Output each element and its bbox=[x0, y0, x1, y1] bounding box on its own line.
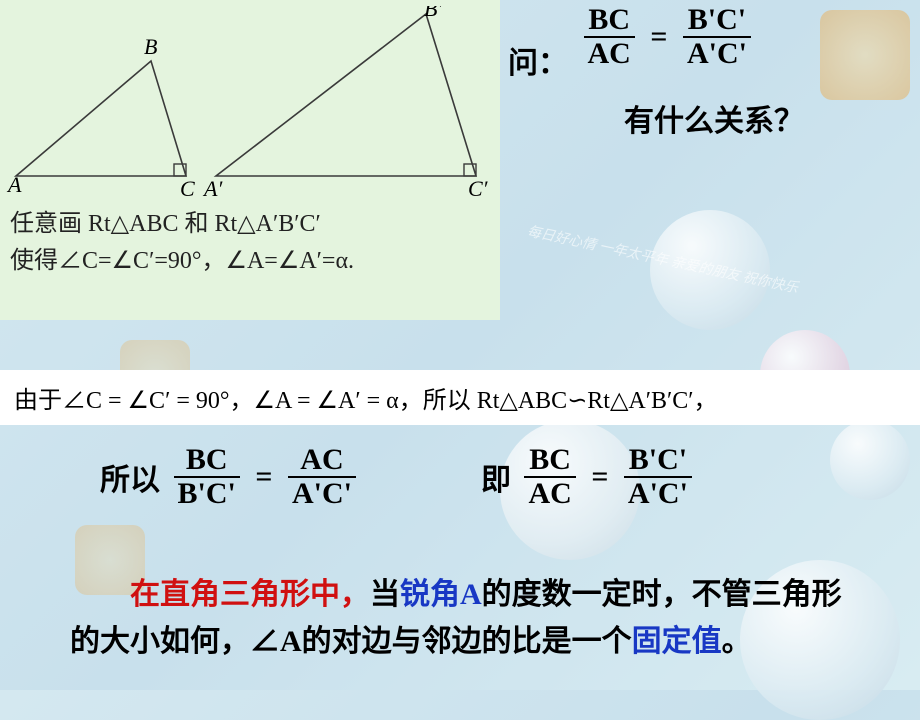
frac-denominator: A'C' bbox=[288, 476, 356, 510]
conclusion-red: 在直角三角形中， bbox=[130, 578, 370, 611]
figure-caption-line: 使得∠C=∠C′=90°，∠A=∠A′=α. bbox=[10, 243, 494, 280]
frac-denominator: AC bbox=[584, 36, 635, 70]
frac-numerator: BC bbox=[174, 444, 240, 476]
question-follow: 有什么关系？ bbox=[624, 96, 804, 140]
frac-denominator: A'C' bbox=[683, 36, 751, 70]
decor-stamp bbox=[820, 10, 910, 100]
equals-sign: = bbox=[642, 20, 675, 54]
lead-text: 即 bbox=[481, 455, 511, 499]
frac-numerator: BC bbox=[524, 444, 575, 476]
svg-text:C: C bbox=[180, 176, 195, 201]
frac-denominator: A'C' bbox=[624, 476, 692, 510]
figure-caption-line: 任意画 Rt△ABC 和 Rt△A′B′C′ bbox=[10, 206, 494, 243]
svg-text:C′: C′ bbox=[468, 176, 489, 201]
conclusion-blue: 锐角A bbox=[400, 578, 482, 611]
equals-sign: = bbox=[247, 460, 280, 494]
triangles-figure: A C B A′ C′ B′ 任意画 Rt△ABC 和 Rt△A′B′C′ 使得… bbox=[0, 0, 500, 320]
frac-numerator: B'C' bbox=[624, 444, 692, 476]
lead-text: 所以 bbox=[100, 455, 160, 499]
svg-text:B: B bbox=[144, 34, 157, 59]
frac-denominator: B'C' bbox=[174, 476, 240, 510]
frac-denominator: AC bbox=[524, 476, 575, 510]
triangles-svg: A C B A′ C′ B′ bbox=[6, 6, 496, 206]
equals-sign: = bbox=[583, 460, 616, 494]
svg-text:A: A bbox=[6, 172, 22, 197]
frac-numerator: B'C' bbox=[683, 4, 751, 36]
reasoning-strip: 由于∠C = ∠C′ = 90°，∠A = ∠A′ = α，所以 Rt△ABC∽… bbox=[0, 370, 920, 425]
svg-text:B′: B′ bbox=[424, 6, 443, 21]
frac-numerator: BC bbox=[584, 4, 635, 36]
conclusion-blue: 固定值 bbox=[632, 625, 722, 658]
frac-numerator: AC bbox=[288, 444, 356, 476]
question-block: 问： BC AC = B'C' A'C' 有什么关系？ bbox=[508, 4, 804, 140]
conclusion-black: 当 bbox=[370, 578, 400, 611]
svg-text:A′: A′ bbox=[202, 176, 223, 201]
conclusion-text: 在直角三角形中，当锐角A的度数一定时，不管三角形的大小如何，∠A的对边与邻边的比… bbox=[0, 572, 900, 665]
figure-caption: 任意画 Rt△ABC 和 Rt△A′B′C′ 使得∠C=∠C′=90°，∠A=∠… bbox=[6, 206, 494, 280]
conclusion-black: 。 bbox=[722, 625, 752, 658]
question-label: 问： bbox=[508, 38, 568, 82]
equation-line: 所以 BC B'C' = AC A'C' 即 BC AC = B'C' A'C' bbox=[0, 444, 920, 509]
question-equation: BC AC = B'C' A'C' bbox=[584, 4, 751, 69]
